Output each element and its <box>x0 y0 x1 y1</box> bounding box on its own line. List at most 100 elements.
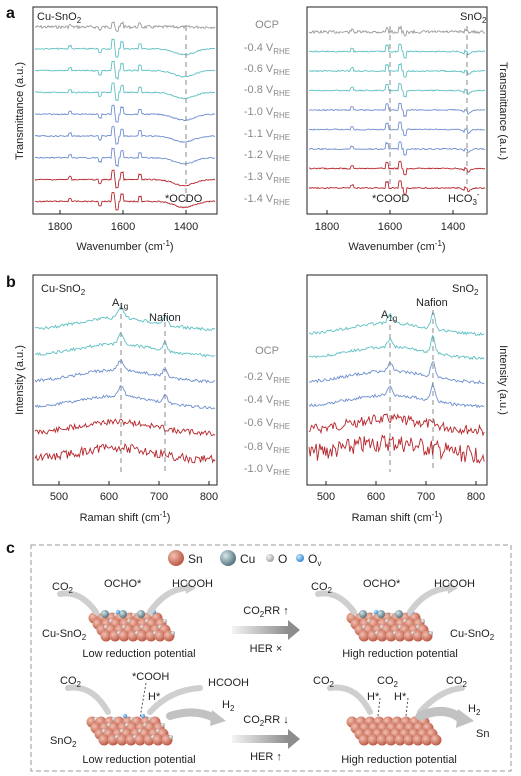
cu-atom <box>377 610 385 618</box>
cu-sno2-slab-high <box>346 609 433 642</box>
xtick-label: 1400 <box>174 221 198 233</box>
ov-site <box>122 713 128 719</box>
sn-atom <box>403 734 415 746</box>
co2-label: CO2 <box>311 581 333 595</box>
o-atom <box>171 631 175 635</box>
o-atom <box>163 619 167 623</box>
ftir-trace <box>34 126 216 145</box>
sn-label: Sn <box>476 728 489 740</box>
legend-cu-label: Cu <box>240 552 255 566</box>
raman-trace <box>34 384 216 410</box>
sn-atom <box>116 734 128 746</box>
panel-a-letter: a <box>6 5 15 22</box>
xtick-label: 500 <box>317 491 335 503</box>
ov-site <box>140 713 146 719</box>
process-arrow-shaft <box>232 626 288 634</box>
her-blocked-label: HER × <box>250 643 283 655</box>
cooh-label: *COOH <box>132 671 169 683</box>
raman-trace <box>308 434 485 464</box>
potential-label: -0.4 VRHE <box>244 394 290 408</box>
co2rr-up-label: CO2RR ↑ <box>243 605 288 619</box>
xtick-label: 700 <box>150 491 168 503</box>
panel-a-right-plot: SnO2 *COOD HCO3- 1800 1600 1400 Wavenumb… <box>306 6 509 253</box>
raman-trace <box>309 361 485 385</box>
h-bond <box>405 697 409 717</box>
hcooh-out-arrow <box>147 585 189 615</box>
ftir-trace <box>308 140 486 156</box>
panel-b-potential-labels: OCP -0.2 VRHE -0.4 VRHE -0.6 VRHE -0.8 V… <box>244 345 290 477</box>
xtick-label: 700 <box>417 491 435 503</box>
panel-b-left-frame <box>32 274 218 486</box>
co2-in-arrow <box>327 684 373 715</box>
o-atom <box>169 735 173 739</box>
h2-out-arrowhead <box>456 709 474 728</box>
panel-b-right-traces <box>308 311 485 464</box>
process-arrow-head <box>288 729 300 749</box>
hcooh-out-arrowhead <box>186 582 196 594</box>
potential-label: -1.0 VRHE <box>244 106 290 120</box>
caption-high-potential: High reduction potential <box>342 648 458 660</box>
catalyst-label: SnO2 <box>50 735 77 749</box>
co2-mid-label: CO2 <box>377 675 399 689</box>
ftir-trace <box>34 82 216 102</box>
panel-a-right-xticks: 1800 1600 1400 <box>315 210 465 233</box>
panel-c-frame <box>30 544 512 772</box>
panel-a-left-xticks: 1800 1600 1400 <box>48 210 198 233</box>
sn-atom <box>376 630 388 642</box>
co2rr-down-label: CO2RR ↓ <box>243 714 288 728</box>
xtick-label: 800 <box>467 491 485 503</box>
co2-out-arrow <box>417 685 465 715</box>
sn-atom <box>376 734 388 746</box>
panel-b-left-traces <box>34 306 216 464</box>
o-atom <box>429 631 433 635</box>
h2-out-arrow <box>166 708 218 722</box>
xtick-label: 1800 <box>48 221 72 233</box>
annot-ocdo: *OCDO <box>165 193 203 205</box>
xtick-label: 600 <box>367 491 385 503</box>
h-star-label: H* <box>148 691 161 703</box>
ftir-trace <box>308 180 486 195</box>
sn-atom <box>118 630 130 642</box>
hcooh-label: HCOOH <box>434 578 475 590</box>
hcooh-label: HCOOH <box>172 578 213 590</box>
ftir-trace <box>308 121 486 137</box>
annot-nafion-left: Nafion <box>149 312 181 324</box>
co2-in-arrow <box>65 684 111 715</box>
co2-out-label: CO2 <box>446 675 468 689</box>
xtick-label: 500 <box>50 491 68 503</box>
sno2-slab-low <box>86 713 173 746</box>
xtick-label: 800 <box>200 491 218 503</box>
panel-a-left-frame <box>32 6 218 215</box>
sn-atom <box>154 630 166 642</box>
raman-trace <box>308 413 485 437</box>
xtick-label: 600 <box>100 491 118 503</box>
hcooh-out-arrowhead <box>448 582 458 594</box>
panel-a-left-title: Cu-SnO2 <box>37 11 82 25</box>
sn-atom <box>421 734 433 746</box>
xtick-label: 1600 <box>378 221 402 233</box>
h2-label: H2 <box>468 703 481 717</box>
panel-c-bottom-row: CO2 *COOH H* HCOOH H2 SnO2 Low reduction… <box>50 671 489 766</box>
panel-a-right-ylabel: Transmittance (a.u.) <box>497 62 509 160</box>
panel-a-right-title: SnO2 <box>460 11 487 25</box>
panel-b-left-plot: Cu-SnO2 A1g Nafion 500 600 700 800 Raman… <box>14 274 218 524</box>
process-arrow-shaft <box>232 735 288 743</box>
annot-hco3: HCO3- <box>448 190 480 207</box>
potential-label: -1.3 VRHE <box>244 171 290 185</box>
sn-atom <box>412 734 424 746</box>
panel-b-left-ylabel: Intensity (a.u.) <box>14 345 26 415</box>
potential-label: -0.4 VRHE <box>244 42 290 56</box>
potential-label: -0.2 VRHE <box>244 371 290 385</box>
ocho-label: OCHO* <box>363 578 401 590</box>
catalyst-label: Cu-SnO2 <box>450 628 495 642</box>
raman-trace <box>308 334 485 361</box>
cu-atom <box>137 610 145 618</box>
ftir-trace <box>34 147 216 168</box>
sn-atom <box>358 630 370 642</box>
ftir-trace <box>308 102 486 118</box>
panel-a-right-traces <box>308 25 486 195</box>
annot-a1g-right: A1g <box>381 309 397 323</box>
co2-in-arrow <box>315 590 357 615</box>
raman-trace <box>34 358 216 384</box>
